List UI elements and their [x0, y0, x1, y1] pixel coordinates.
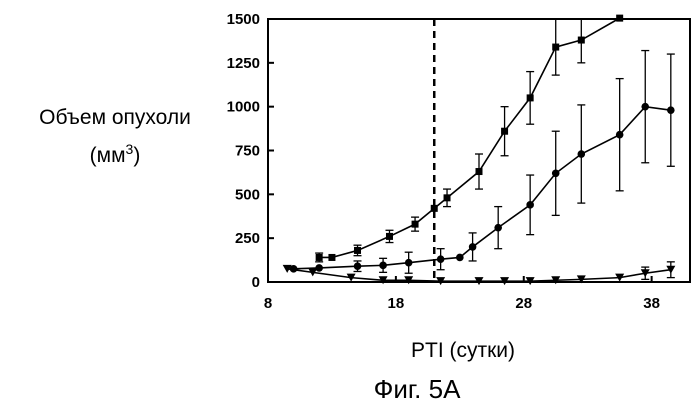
series-triangle-down [282, 261, 676, 286]
y-tick-label: 0 [252, 274, 260, 291]
data-point-circle [468, 243, 477, 251]
y-axis-unit: (мм [90, 144, 126, 167]
x-axis-title: PTI (сутки) [411, 339, 515, 362]
x-tick-label: 28 [515, 295, 532, 312]
data-point-square [411, 220, 419, 228]
series-line [319, 17, 621, 259]
data-point-triangle [551, 276, 561, 285]
series-circle [289, 49, 675, 274]
y-tick-label: 1000 [227, 99, 260, 116]
data-point-square [430, 204, 438, 212]
data-point-square [526, 94, 534, 102]
series-line [287, 268, 671, 282]
data-point-circle [379, 261, 387, 270]
data-point-triangle [378, 276, 388, 285]
y-tick-label: 1500 [227, 11, 260, 28]
data-point-square [354, 246, 362, 254]
data-point-circle [436, 255, 445, 264]
y-tick-label: 1250 [227, 55, 260, 72]
y-tick-label: 250 [235, 230, 260, 247]
data-point-square [577, 36, 585, 44]
data-point-square [552, 43, 560, 51]
y-axis-title-line2: (мм3) [90, 141, 141, 167]
data-point-triangle [666, 265, 676, 274]
x-tick-label: 8 [264, 295, 272, 312]
data-point-triangle [525, 277, 535, 286]
plot-area [267, 14, 691, 286]
figure-caption: Фиг. 5A [374, 374, 462, 404]
data-point-square [616, 14, 624, 22]
data-point-circle [641, 102, 650, 111]
data-point-square [501, 127, 509, 135]
x-tick-label: 38 [643, 295, 660, 312]
data-point-circle [353, 262, 362, 271]
data-point-circle [456, 253, 464, 262]
y-axis-unit-close: ) [133, 144, 140, 167]
y-tick-label: 750 [235, 143, 260, 160]
data-point-circle [551, 169, 560, 178]
data-point-circle [315, 264, 323, 272]
data-point-triangle [346, 273, 356, 282]
data-point-triangle [576, 275, 586, 284]
series-square [315, 14, 624, 263]
y-axis-title-line1: Объем опухоли [39, 106, 191, 129]
data-point-triangle [308, 268, 318, 277]
data-point-triangle [640, 269, 650, 278]
series-line [293, 105, 671, 270]
data-point-square [385, 232, 393, 240]
x-tick-label: 18 [388, 295, 405, 312]
data-point-circle [404, 258, 413, 267]
data-point-triangle [436, 277, 446, 286]
data-point-square [475, 168, 483, 176]
y-axis-unit-superscript: 3 [126, 141, 134, 157]
data-point-circle [615, 130, 624, 139]
data-point-square [315, 253, 323, 261]
data-point-circle [577, 150, 586, 158]
data-point-triangle [500, 277, 510, 286]
data-point-square [443, 194, 451, 202]
data-point-triangle [615, 273, 625, 282]
data-point-triangle [474, 277, 484, 286]
data-point-triangle [404, 276, 414, 285]
data-point-triangle [282, 264, 292, 273]
y-tick-label: 500 [235, 186, 260, 203]
data-point-circle [494, 223, 502, 232]
y-axis-ticks: 0 250 500 750 1000 1250 1500 [227, 11, 274, 291]
data-point-square [328, 253, 336, 261]
data-point-circle [667, 106, 675, 114]
x-axis-ticks: 8 18 28 38 [264, 276, 660, 312]
data-point-circle [526, 201, 534, 209]
